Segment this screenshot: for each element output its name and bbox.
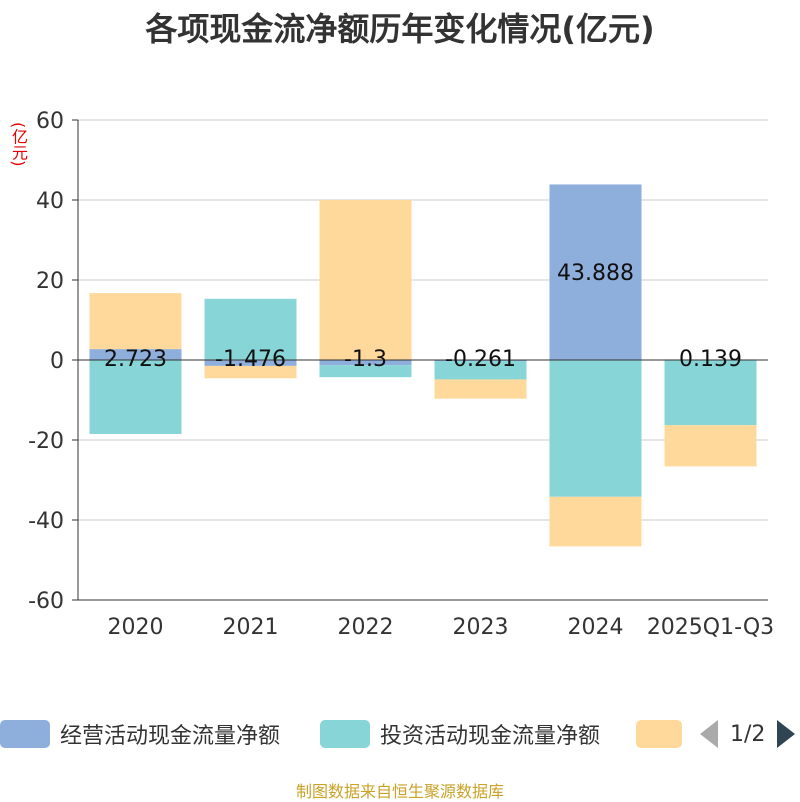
data-label: 2.723 xyxy=(104,347,167,372)
bar-financing xyxy=(319,200,412,360)
bar-financing xyxy=(204,365,297,379)
bar-financing xyxy=(89,293,182,350)
chart-title: 各项现金流净额历年变化情况(亿元) xyxy=(145,10,655,48)
data-label: -1.3 xyxy=(344,347,387,372)
y-axis-unit: (亿元) xyxy=(9,122,28,167)
legend-item-investing[interactable]: 投资活动现金流量净额 xyxy=(320,714,600,754)
legend: 经营活动现金流量净额 投资活动现金流量净额 1/2 xyxy=(0,714,800,754)
y-tick-label: -40 xyxy=(28,509,64,534)
bar-operating xyxy=(204,360,297,366)
bar-investing xyxy=(319,365,412,378)
y-tick-label: 40 xyxy=(36,189,64,214)
data-label: -0.261 xyxy=(445,347,516,372)
bar-investing xyxy=(434,361,527,380)
x-tick-label: 2022 xyxy=(338,615,394,640)
data-label: 43.888 xyxy=(557,261,634,286)
bar-investing xyxy=(89,360,182,434)
x-tick-label: 2020 xyxy=(108,615,164,640)
legend-swatch-investing xyxy=(320,720,370,748)
bar-investing xyxy=(549,360,642,497)
legend-swatch-financing xyxy=(636,720,682,748)
data-source-note: 制图数据来自恒生聚源数据库 xyxy=(295,782,504,801)
bar-investing xyxy=(204,298,297,360)
bar-investing xyxy=(664,360,757,426)
bar-chart: 60 40 20 0 -20 -40 -60 2020 2021 2022 2023 2024 2025… xyxy=(28,109,774,640)
legend-prev-page-icon[interactable] xyxy=(700,720,718,748)
y-tick-label: 60 xyxy=(36,109,64,134)
legend-label-operating: 经营活动现金流量净额 xyxy=(60,724,281,749)
data-label: -1.476 xyxy=(215,347,286,372)
bar-financing xyxy=(664,425,757,467)
legend-page-indicator: 1/2 xyxy=(730,721,766,747)
data-label: 0.139 xyxy=(679,347,742,372)
bar-operating xyxy=(434,360,527,362)
y-tick-label: -60 xyxy=(28,589,64,614)
bar-operating xyxy=(549,184,642,360)
bar-financing xyxy=(434,379,527,399)
legend-pager: 1/2 xyxy=(700,714,796,754)
bar-financing xyxy=(549,496,642,547)
x-tick-label: 2021 xyxy=(223,615,279,640)
x-tick-label: 2025Q1-Q3 xyxy=(647,615,774,640)
y-tick-label: 0 xyxy=(50,349,64,374)
y-tick-label: -20 xyxy=(28,429,64,454)
legend-swatch-operating xyxy=(0,720,50,748)
bar-operating xyxy=(89,349,182,360)
legend-next-page-icon[interactable] xyxy=(777,720,796,748)
legend-item-financing[interactable] xyxy=(636,714,682,754)
legend-label-investing: 投资活动现金流量净额 xyxy=(380,724,601,749)
x-tick-label: 2023 xyxy=(453,615,509,640)
x-tick-label: 2024 xyxy=(568,615,624,640)
legend-item-operating[interactable]: 经营活动现金流量净额 xyxy=(0,714,280,754)
bar-operating xyxy=(319,360,412,366)
y-tick-label: 20 xyxy=(36,269,64,294)
